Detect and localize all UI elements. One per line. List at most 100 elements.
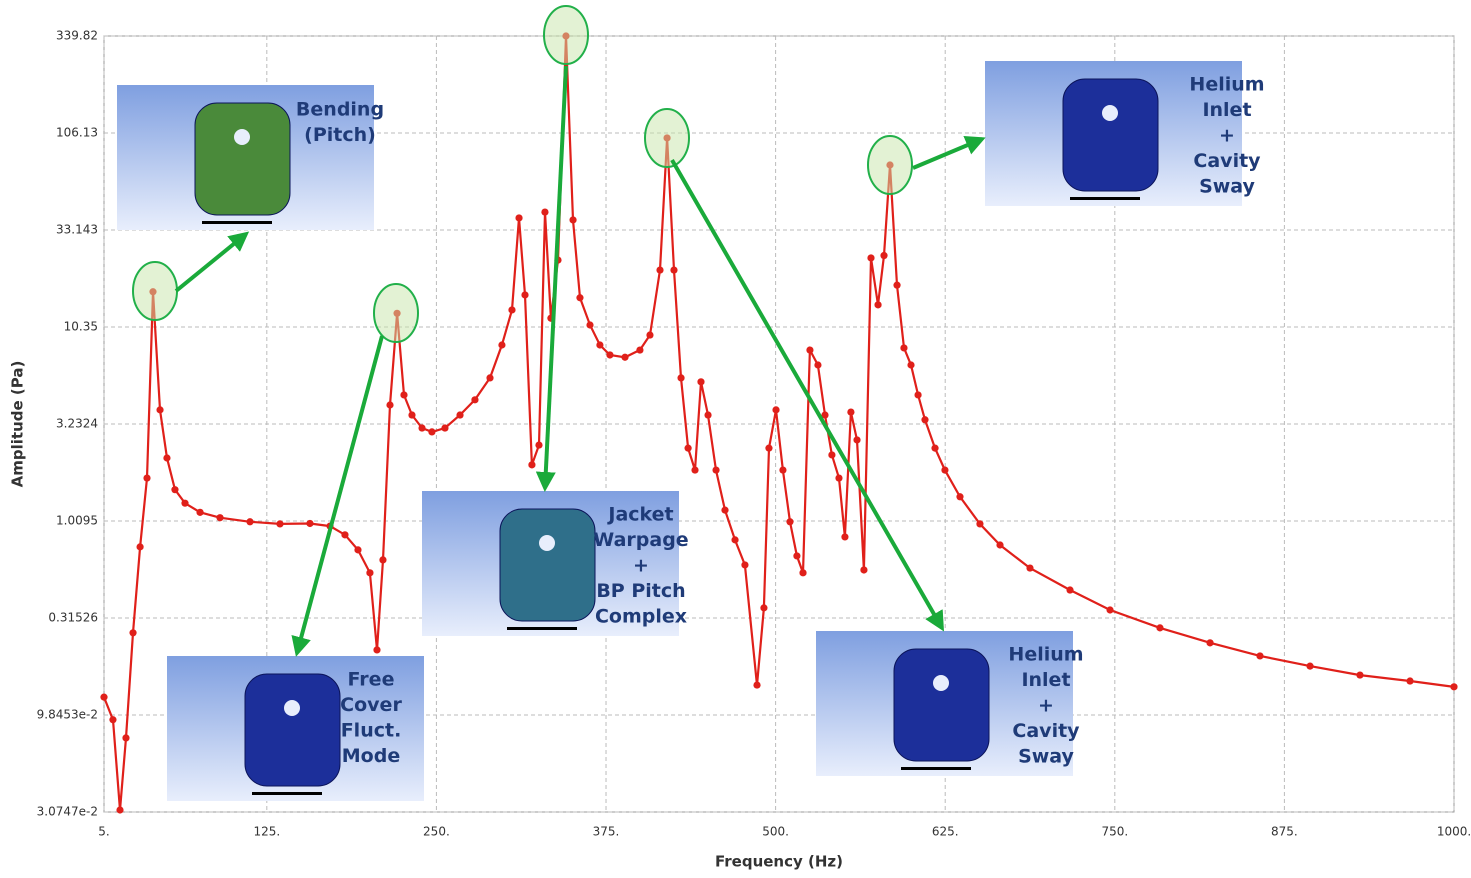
annotation-text: Mode (342, 745, 400, 767)
data-point (921, 416, 928, 423)
y-tick-label: 33.143 (56, 222, 98, 236)
data-point (136, 543, 143, 550)
chart: Frequency (Hz) Amplitude (Pa) 3.0747e-29… (0, 0, 1471, 878)
model-body (894, 649, 989, 761)
x-tick-label: 250. (423, 825, 450, 839)
annotation-text: + (1038, 695, 1054, 717)
annotation-text: + (633, 555, 649, 577)
x-tick-label: 750. (1101, 825, 1128, 839)
data-point (586, 321, 593, 328)
model-body (195, 103, 290, 215)
data-point (354, 546, 361, 553)
model-port (1102, 105, 1118, 121)
data-point (621, 354, 628, 361)
annotation-text: Bending (296, 99, 384, 121)
annotation-text: Helium (1008, 644, 1083, 666)
data-point (772, 406, 779, 413)
data-point (400, 391, 407, 398)
data-point (847, 408, 854, 415)
model-port (284, 700, 300, 716)
data-point (704, 411, 711, 418)
data-point (100, 694, 107, 701)
y-tick-label: 3.0747e-2 (37, 805, 98, 819)
model-body (245, 674, 340, 786)
data-point (116, 806, 123, 813)
data-point (841, 533, 848, 540)
data-point (596, 341, 603, 348)
data-point (806, 346, 813, 353)
data-point (143, 474, 150, 481)
data-point (486, 374, 493, 381)
data-point (129, 629, 136, 636)
data-point (196, 509, 203, 516)
scale-bar (1070, 197, 1140, 200)
y-tick-label: 9.8453e-2 (37, 708, 98, 722)
y-tick-label: 1.0095 (56, 513, 98, 527)
data-point (835, 474, 842, 481)
x-tick-label: 625. (932, 825, 959, 839)
scale-bar (507, 627, 577, 630)
data-point (306, 520, 313, 527)
data-point (741, 561, 748, 568)
data-point (109, 716, 116, 723)
data-point (276, 520, 283, 527)
model-port (234, 129, 250, 145)
data-point (471, 396, 478, 403)
peak-highlight (544, 6, 588, 64)
data-point (1356, 671, 1363, 678)
data-point (1206, 639, 1213, 646)
data-point (712, 466, 719, 473)
data-point (765, 445, 772, 452)
data-point (1406, 677, 1413, 684)
data-point (721, 507, 728, 514)
data-point (684, 445, 691, 452)
annotation-text: Cavity (1012, 720, 1080, 742)
x-tick-label: 375. (593, 825, 620, 839)
x-tick-label: 5. (98, 825, 109, 839)
data-point (670, 266, 677, 273)
data-point (408, 411, 415, 418)
data-point (521, 291, 528, 298)
y-tick-label: 0.31526 (48, 610, 98, 624)
scale-bar (202, 221, 272, 224)
annotation-text: Cover (340, 694, 402, 716)
data-point (828, 451, 835, 458)
peak-highlight (133, 262, 177, 320)
annotation-text: Fluct. (341, 720, 402, 742)
data-point (246, 518, 253, 525)
annotation-text: (Pitch) (304, 124, 376, 146)
annotation-text: Warpage (593, 529, 688, 551)
peak-highlight (374, 284, 418, 342)
data-point (498, 341, 505, 348)
data-point (1106, 606, 1113, 613)
data-point (786, 518, 793, 525)
data-point (867, 254, 874, 261)
data-point (956, 493, 963, 500)
scale-bar (252, 792, 322, 795)
data-point (880, 252, 887, 259)
data-point (931, 445, 938, 452)
data-point (508, 306, 515, 313)
data-point (366, 569, 373, 576)
annotation-text: Free (348, 669, 395, 691)
x-tick-label: 1000. (1437, 825, 1471, 839)
data-point (341, 531, 348, 538)
peak-highlight (868, 136, 912, 194)
data-point (528, 461, 535, 468)
data-point (760, 604, 767, 611)
data-point (1026, 564, 1033, 571)
data-point (1256, 652, 1263, 659)
x-tick-label: 125. (253, 825, 280, 839)
annotation-text: Sway (1199, 176, 1255, 198)
data-point (677, 374, 684, 381)
data-point (606, 351, 613, 358)
data-point (656, 266, 663, 273)
y-tick-label: 3.2324 (56, 417, 98, 431)
data-point (976, 520, 983, 527)
data-point (914, 391, 921, 398)
data-point (636, 346, 643, 353)
data-point (569, 216, 576, 223)
data-point (386, 401, 393, 408)
data-point (515, 214, 522, 221)
data-point (541, 208, 548, 215)
